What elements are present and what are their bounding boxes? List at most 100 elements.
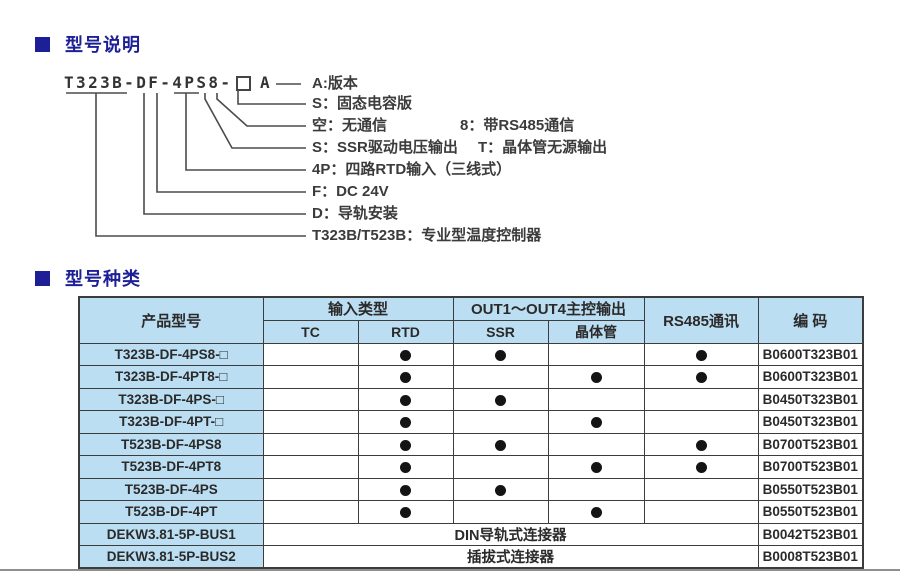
dot-indicator <box>590 462 602 474</box>
table-row: T323B-DF-4PT8-□ B0600T323B01 <box>78 365 864 389</box>
order-code-cell: B0450T323B01 <box>757 387 864 411</box>
section-title: 型号说明 <box>65 35 141 55</box>
model-segment-label: S：SSR驱动电压输出 <box>312 139 458 156</box>
tc-cell <box>262 387 359 411</box>
dot-indicator <box>400 417 411 429</box>
table-row: T523B-DF-4PS B0550T523B01 <box>78 477 864 501</box>
dot-indicator <box>495 349 507 361</box>
col-header-ssr: SSR <box>452 319 549 344</box>
dot-indicator <box>590 372 602 384</box>
table-row: T323B-DF-4PS8-□ B0600T323B01 <box>78 342 864 366</box>
col-header-transistor: 晶体管 <box>547 319 645 344</box>
model-segment-label: 4P：四路RTD输入（三线式） <box>312 161 512 178</box>
dot-indicator <box>495 394 507 406</box>
table-row: DEKW3.81-5P-BUS2 插拔式连接器 B0008T523B01 <box>78 545 864 569</box>
tc-cell <box>262 365 359 389</box>
product-model-cell: DEKW3.81-5P-BUS2 <box>78 545 264 569</box>
model-segment-label: A:版本 <box>312 75 358 92</box>
product-model-cell: T523B-DF-4PS8 <box>78 432 264 456</box>
rs485-cell <box>643 455 759 479</box>
model-segment-label: D：导轨安装 <box>312 205 398 222</box>
ssr-cell <box>452 387 549 411</box>
product-model-cell: T323B-DF-4PT8-□ <box>78 365 264 389</box>
ssr-cell <box>452 432 549 456</box>
ssr-cell <box>452 477 549 501</box>
model-table: 产品型号 输入类型 OUT1～OUT4主控输出 RS485通讯 编 码 TC R… <box>78 296 865 569</box>
rtd-cell <box>357 342 454 366</box>
ssr-cell <box>452 342 549 366</box>
model-segment-label: 空：无通信 <box>312 117 388 134</box>
transistor-cell <box>547 365 645 389</box>
section-model-description: 型号说明 <box>35 31 141 57</box>
dot-indicator <box>695 349 707 361</box>
table-row: T323B-DF-4PS-□ B0450T323B01 <box>78 387 864 411</box>
rtd-cell <box>357 477 454 501</box>
model-code-diagram: T323B-DF-4PS8- A A:版本 S：固态电容版 空：无通信 8：带RS48… <box>0 0 900 260</box>
product-model-cell: T323B-DF-4PT-□ <box>78 410 264 434</box>
transistor-cell <box>547 477 645 501</box>
rtd-cell <box>357 432 454 456</box>
order-code-cell: B0600T323B01 <box>757 365 864 389</box>
product-model-cell: T323B-DF-4PS-□ <box>78 387 264 411</box>
rs485-cell <box>643 410 759 434</box>
dot-indicator <box>590 417 602 429</box>
model-version-letter: A <box>260 73 270 92</box>
table-row: T523B-DF-4PT B0550T523B01 <box>78 500 864 524</box>
product-model-cell: T523B-DF-4PT <box>78 500 264 524</box>
table-row: T523B-DF-4PS8 B0700T523B01 <box>78 432 864 456</box>
product-model-cell: T523B-DF-4PS <box>78 477 264 501</box>
col-header-product: 产品型号 <box>78 296 264 344</box>
table-row: T523B-DF-4PT8 B0700T523B01 <box>78 455 864 479</box>
section-bullet-icon <box>35 36 50 52</box>
ssr-cell <box>452 500 549 524</box>
rtd-cell <box>357 455 454 479</box>
rs485-cell <box>643 365 759 389</box>
rs485-cell <box>643 432 759 456</box>
order-code-cell: B0700T523B01 <box>757 455 864 479</box>
connector-type-cell: DIN导轨式连接器 <box>262 522 759 546</box>
dot-indicator <box>400 507 411 519</box>
table-row: T323B-DF-4PT-□ B0450T323B01 <box>78 410 864 434</box>
transistor-cell <box>547 410 645 434</box>
order-code-cell: B0550T523B01 <box>757 477 864 501</box>
dot-indicator <box>400 372 411 384</box>
order-code-cell: B0450T323B01 <box>757 410 864 434</box>
rtd-cell <box>357 365 454 389</box>
dot-indicator <box>495 484 507 496</box>
diagram-connector-lines <box>66 83 306 237</box>
model-segment-label-alt: T：晶体管无源输出 <box>478 139 608 156</box>
dot-indicator <box>590 507 602 519</box>
product-model-cell: DEKW3.81-5P-BUS1 <box>78 522 264 546</box>
transistor-cell <box>547 455 645 479</box>
order-code-cell: B0008T523B01 <box>757 545 864 569</box>
dot-indicator <box>695 462 707 474</box>
model-segment-label: T323B/T523B：专业型温度控制器 <box>312 227 542 244</box>
col-header-input-type: 输入类型 <box>262 296 454 321</box>
tc-cell <box>262 500 359 524</box>
rtd-cell <box>357 410 454 434</box>
transistor-cell <box>547 342 645 366</box>
dot-indicator <box>400 349 411 361</box>
bottom-divider <box>0 569 900 571</box>
dot-indicator <box>400 394 411 406</box>
rs485-cell <box>643 500 759 524</box>
connector-type-cell: 插拔式连接器 <box>262 545 759 569</box>
product-model-cell: T323B-DF-4PS8-□ <box>78 342 264 366</box>
table-row: DEKW3.81-5P-BUS1 DIN导轨式连接器 B0042T523B01 <box>78 522 864 546</box>
product-model-cell: T523B-DF-4PT8 <box>78 455 264 479</box>
section-title: 型号种类 <box>65 269 141 289</box>
tc-cell <box>262 477 359 501</box>
dot-indicator <box>695 439 707 451</box>
transistor-cell <box>547 432 645 456</box>
order-code-cell: B0600T323B01 <box>757 342 864 366</box>
rtd-cell <box>357 500 454 524</box>
dot-indicator <box>400 484 411 496</box>
tc-cell <box>262 410 359 434</box>
col-header-tc: TC <box>262 319 359 344</box>
ssr-cell <box>452 365 549 389</box>
transistor-cell <box>547 387 645 411</box>
col-header-code: 编 码 <box>757 296 864 344</box>
model-table-body: T323B-DF-4PS8-□ B0600T323B01 T323B-DF-4PT8… <box>78 342 864 569</box>
rtd-cell <box>357 387 454 411</box>
